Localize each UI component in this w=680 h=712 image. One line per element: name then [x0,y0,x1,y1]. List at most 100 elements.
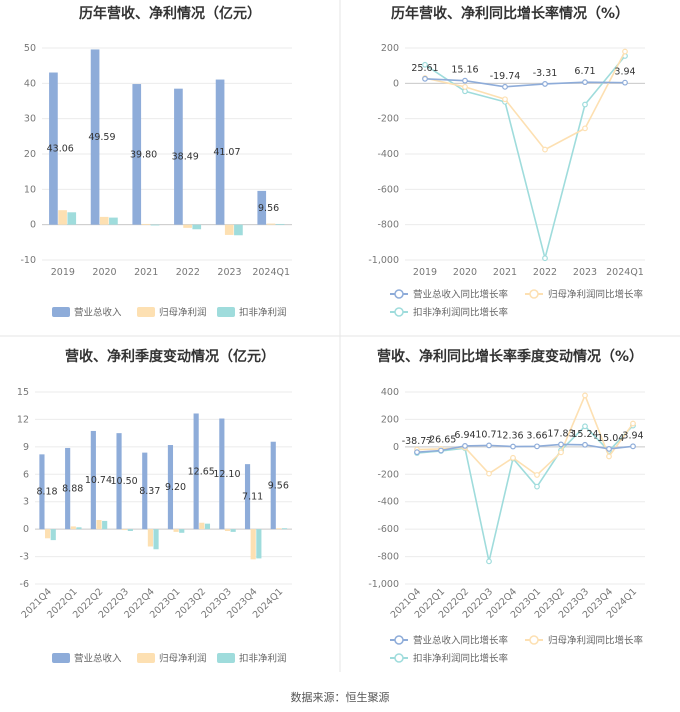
bar[interactable] [141,223,151,225]
bar[interactable] [244,464,251,530]
line-point[interactable] [462,443,468,449]
point-data-label: 10.71 [475,429,502,440]
bar[interactable] [179,529,185,533]
legend-item[interactable]: 营业总收入 [52,307,122,319]
line-point[interactable] [510,454,516,461]
bar[interactable] [153,529,159,550]
legend-item[interactable]: 扣非净利润同比增长率 [390,307,509,319]
bar[interactable] [224,529,231,531]
bar[interactable] [193,413,199,530]
bar[interactable] [173,529,179,532]
y-tick-label: -600 [377,184,399,195]
line-point[interactable] [422,75,428,82]
line-point[interactable] [582,392,588,399]
bar[interactable] [204,523,211,530]
bar[interactable] [167,445,174,530]
line-point[interactable] [438,447,444,454]
bar[interactable] [65,447,71,530]
bar[interactable] [215,79,225,225]
line-point[interactable] [542,81,548,87]
bar[interactable] [96,520,102,530]
bar[interactable] [199,522,205,530]
point-data-label: 15.16 [451,65,478,76]
legend-label: 归母净利润 [159,653,207,665]
bar[interactable] [99,216,109,225]
bar[interactable] [281,528,288,530]
bar[interactable] [150,224,160,226]
bar[interactable] [116,433,122,530]
line-point[interactable] [486,558,492,565]
bar[interactable] [266,223,276,225]
line-point[interactable] [534,443,540,450]
bar[interactable] [174,88,183,225]
bar[interactable] [49,72,58,225]
bar[interactable] [147,529,153,547]
x-tick-label: 2019 [413,267,437,278]
line-point[interactable] [558,441,564,448]
legend-item[interactable]: 归母净利润 [137,653,207,665]
line-point[interactable] [486,470,492,477]
line-point[interactable] [534,472,540,478]
bar[interactable] [90,49,100,225]
legend-item[interactable]: 归母净利润同比增长率 [525,289,644,301]
bar[interactable] [90,430,96,530]
legend-item[interactable]: 扣非净利润 [217,653,287,665]
bar[interactable] [230,529,236,532]
line-point[interactable] [542,255,548,262]
line-point[interactable] [542,146,548,153]
bar[interactable] [132,84,142,225]
bar[interactable] [250,529,256,560]
bar[interactable] [192,224,202,230]
bar[interactable] [270,441,276,530]
legend-item[interactable]: 归母净利润 [137,307,207,319]
line-point[interactable] [462,83,468,90]
bar[interactable] [127,529,133,531]
bar[interactable] [76,527,82,530]
line-point[interactable] [582,441,588,448]
bar[interactable] [275,223,285,225]
line-point[interactable] [502,96,508,103]
line-point[interactable] [582,125,588,132]
line-point[interactable] [606,446,612,452]
line-point[interactable] [630,420,636,427]
legend-item[interactable]: 归母净利润同比增长率 [525,635,644,647]
bar[interactable] [45,529,51,539]
bar[interactable] [219,418,225,530]
bar[interactable] [224,224,234,235]
legend-item[interactable]: 扣非净利润同比增长率 [390,653,509,665]
line-point[interactable] [582,101,588,108]
line-point[interactable] [630,443,636,450]
legend-item[interactable]: 扣非净利润 [217,307,287,319]
bar[interactable] [234,224,243,236]
bar[interactable] [183,224,192,228]
bar[interactable] [70,526,76,530]
line-point[interactable] [606,453,612,460]
line-point[interactable] [582,79,588,86]
line-point[interactable] [622,48,628,55]
line-point[interactable] [414,449,420,456]
bar[interactable] [142,452,148,530]
legend-item[interactable]: 营业总收入 [52,653,122,665]
legend-item[interactable]: 营业总收入同比增长率 [390,289,509,301]
line-point[interactable] [582,423,588,430]
bar[interactable] [50,529,56,541]
line-point[interactable] [486,442,492,449]
bar[interactable] [276,528,282,530]
legend-item[interactable]: 营业总收入同比增长率 [390,635,509,647]
line-point[interactable] [422,61,428,68]
line-point[interactable] [510,443,516,450]
bar[interactable] [256,529,262,559]
bar[interactable] [39,454,45,530]
bar[interactable] [67,212,77,225]
line-point[interactable] [534,483,540,490]
bar[interactable] [109,217,118,225]
bar[interactable] [58,210,67,225]
line-point[interactable] [558,449,564,456]
y-tick-label: 50 [24,43,36,54]
bar[interactable] [102,520,108,530]
bar[interactable] [257,190,267,225]
line-point[interactable] [622,79,628,86]
line-point[interactable] [462,77,468,84]
bar[interactable] [122,529,128,531]
line-point[interactable] [502,83,508,90]
